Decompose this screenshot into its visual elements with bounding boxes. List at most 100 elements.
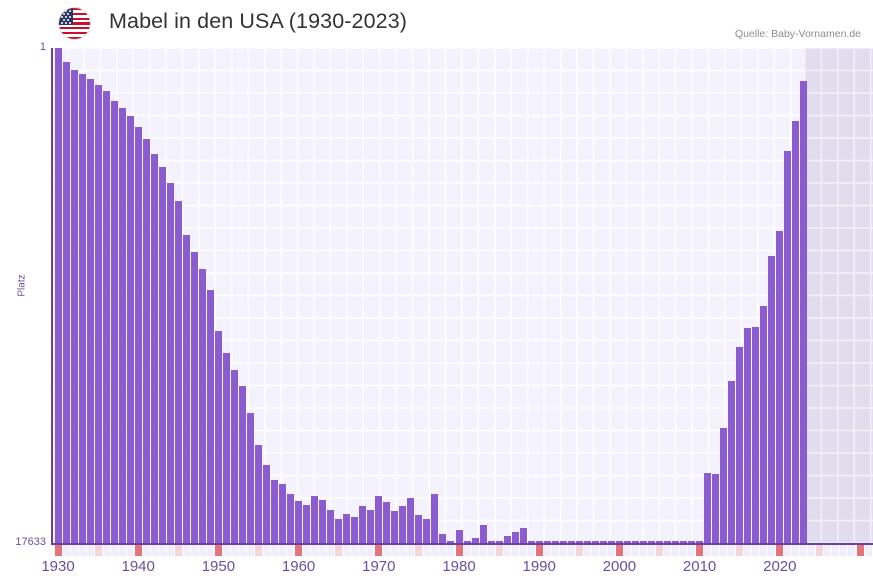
source-label: Quelle: Baby-Vornamen.de bbox=[734, 28, 861, 40]
bar bbox=[752, 327, 760, 543]
x-axis-tick bbox=[824, 545, 832, 556]
x-axis-tick bbox=[110, 545, 118, 556]
x-axis-tick bbox=[190, 545, 198, 556]
x-axis-tick bbox=[343, 545, 351, 556]
x-axis-tick bbox=[415, 545, 423, 556]
x-axis-tick bbox=[583, 545, 591, 556]
bar bbox=[583, 541, 591, 543]
x-axis-tick bbox=[166, 545, 174, 556]
x-axis-tick bbox=[696, 545, 704, 556]
x-axis-tick bbox=[327, 545, 335, 556]
x-axis-tick bbox=[704, 545, 712, 556]
x-axis-tick-label: 1960 bbox=[281, 558, 316, 575]
bar bbox=[575, 541, 583, 543]
bar bbox=[230, 370, 238, 543]
bar bbox=[375, 496, 383, 543]
x-axis-tick bbox=[335, 545, 343, 556]
bar bbox=[760, 306, 768, 543]
bar bbox=[118, 108, 126, 543]
bar bbox=[110, 101, 118, 543]
x-axis-tick bbox=[230, 545, 238, 556]
x-axis-tick bbox=[198, 545, 206, 556]
x-axis-tick bbox=[575, 545, 583, 556]
x-axis-tick bbox=[118, 545, 126, 556]
x-axis-tick bbox=[840, 545, 848, 556]
x-axis-tick bbox=[768, 545, 776, 556]
bar bbox=[463, 541, 471, 543]
bar bbox=[359, 506, 367, 543]
x-axis-tick bbox=[303, 545, 311, 556]
bar bbox=[126, 116, 134, 543]
bar bbox=[158, 167, 166, 543]
bar bbox=[503, 536, 511, 543]
x-axis-labels: 1930 1940 1950 1960 1970 1980 1990 2000 2010 2020 bbox=[41, 558, 873, 584]
x-axis-tick bbox=[800, 545, 808, 556]
x-axis-tick bbox=[776, 545, 784, 556]
bar bbox=[728, 381, 736, 543]
bar bbox=[255, 445, 262, 543]
bar bbox=[471, 538, 479, 543]
x-axis-tick bbox=[399, 545, 407, 556]
bar bbox=[704, 473, 712, 543]
bar bbox=[535, 541, 543, 543]
x-axis-tick bbox=[134, 545, 142, 556]
bar bbox=[495, 541, 503, 543]
bar bbox=[166, 183, 174, 543]
x-axis-tick bbox=[319, 545, 327, 556]
x-axis-tick bbox=[158, 545, 166, 556]
bar bbox=[656, 541, 663, 543]
bar bbox=[800, 81, 808, 543]
x-axis-tick bbox=[792, 545, 800, 556]
bar bbox=[303, 505, 311, 543]
x-axis-tick bbox=[760, 545, 768, 556]
x-axis-ticks bbox=[51, 545, 873, 556]
x-axis-tick bbox=[631, 545, 639, 556]
x-axis-tick-label: 1980 bbox=[442, 558, 476, 575]
x-axis-tick bbox=[439, 545, 447, 556]
x-axis-tick-label: 1940 bbox=[121, 558, 155, 575]
x-axis-tick bbox=[816, 545, 824, 556]
x-axis-tick bbox=[182, 545, 190, 556]
x-axis-tick bbox=[94, 545, 102, 556]
x-axis-tick bbox=[447, 545, 455, 556]
chart-header: Mabel in den USA (1930-2023) Quelle: Bab… bbox=[0, 0, 873, 46]
x-axis-tick bbox=[848, 545, 856, 556]
bar bbox=[784, 151, 792, 543]
bar bbox=[455, 530, 463, 543]
bar bbox=[399, 506, 407, 543]
bar bbox=[198, 269, 206, 543]
x-axis-tick bbox=[672, 545, 680, 556]
x-axis-tick bbox=[479, 545, 487, 556]
x-axis-tick bbox=[688, 545, 696, 556]
x-axis-tick bbox=[471, 545, 479, 556]
bar bbox=[335, 519, 343, 543]
bar bbox=[78, 74, 86, 543]
bar bbox=[559, 541, 567, 543]
x-axis-tick bbox=[591, 545, 599, 556]
bar bbox=[631, 541, 639, 543]
x-axis-tick bbox=[238, 545, 246, 556]
bar bbox=[527, 541, 535, 543]
bar bbox=[744, 328, 752, 543]
no-data-region bbox=[805, 48, 873, 543]
x-axis-tick bbox=[367, 545, 375, 556]
bar bbox=[54, 48, 62, 543]
x-axis-tick bbox=[543, 545, 551, 556]
x-axis-tick bbox=[527, 545, 535, 556]
x-axis-tick bbox=[736, 545, 744, 556]
bar bbox=[439, 534, 447, 543]
x-axis-tick bbox=[728, 545, 736, 556]
bar bbox=[519, 528, 527, 543]
x-axis-tick bbox=[615, 545, 623, 556]
x-axis-tick bbox=[206, 545, 214, 556]
x-axis-tick bbox=[680, 545, 688, 556]
bar bbox=[567, 541, 575, 543]
bar bbox=[367, 510, 375, 543]
x-axis-tick bbox=[607, 545, 615, 556]
bar bbox=[607, 541, 615, 543]
x-axis-tick bbox=[551, 545, 559, 556]
bar bbox=[680, 541, 688, 543]
bar bbox=[431, 494, 439, 543]
bar bbox=[351, 517, 359, 543]
bar bbox=[327, 510, 335, 543]
